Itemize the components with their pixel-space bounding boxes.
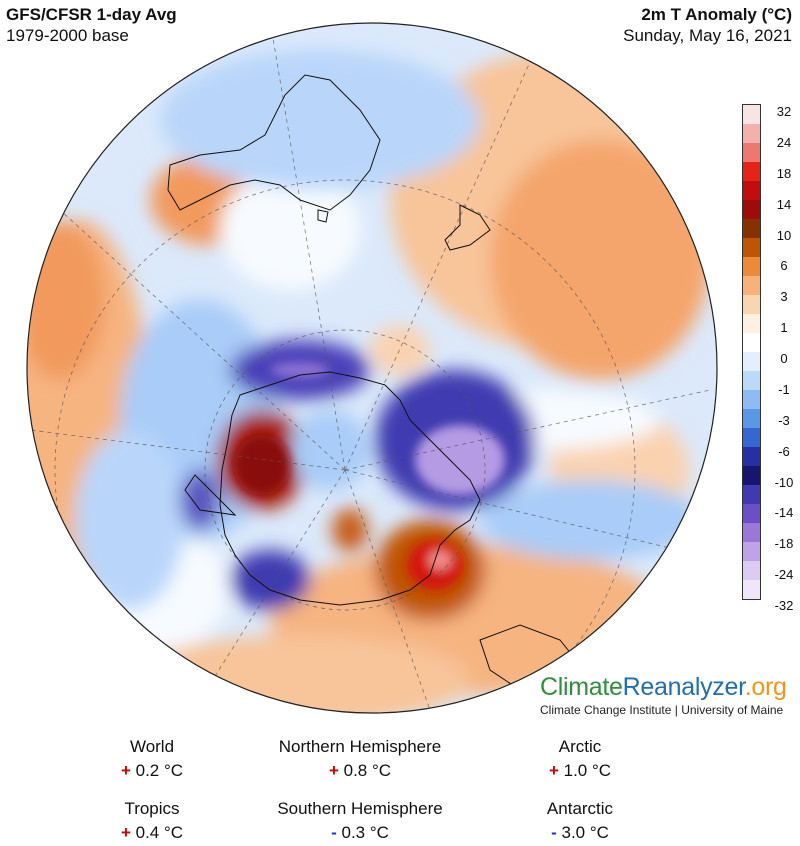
legend-swatch: [743, 352, 760, 371]
stat-number: 0.2 °C: [135, 761, 184, 780]
stat-sign: +: [120, 761, 131, 780]
stat-value: - 0.3 °C: [240, 822, 480, 844]
stat-name: Tropics: [124, 799, 180, 818]
legend-label: 24: [776, 134, 792, 150]
legend-label: -24: [774, 567, 794, 583]
brand-block: ClimateReanalyzer.org Climate Change Ins…: [540, 672, 787, 718]
legend-swatch: [743, 124, 760, 143]
legend-swatch: [743, 314, 760, 333]
brand-logo[interactable]: ClimateReanalyzer.org: [540, 672, 787, 702]
stat-sign: +: [328, 761, 339, 780]
stat-number: 0.8 °C: [343, 761, 392, 780]
legend-label: 0: [780, 351, 788, 366]
stat-name: World: [129, 737, 175, 756]
brand-logo-part-3: .org: [744, 673, 787, 701]
legend-swatch: [743, 580, 760, 599]
stat-southern-hemisphere: Southern Hemisphere - 0.3 °C: [240, 798, 480, 844]
stat-name: Arctic: [558, 737, 602, 756]
stat-sign: -: [551, 823, 557, 842]
stat-sign: +: [120, 823, 131, 842]
stat-number: 1.0 °C: [563, 761, 612, 780]
region-stats: World + 0.2 °C Northern Hemisphere + 0.8…: [0, 736, 800, 846]
legend-swatch: [743, 485, 760, 504]
stat-sign: +: [548, 761, 559, 780]
legend-swatch: [743, 428, 760, 447]
legend-swatch: [743, 466, 760, 485]
stat-number: 0.4 °C: [135, 823, 184, 842]
legend-swatch: [743, 276, 760, 295]
legend-label: 10: [776, 227, 792, 243]
stat-name: Antarctic: [546, 799, 614, 818]
stat-value: - 3.0 °C: [460, 822, 700, 844]
stat-northern-hemisphere: Northern Hemisphere + 0.8 °C: [240, 736, 480, 782]
stat-antarctic: Antarctic - 3.0 °C: [460, 798, 700, 844]
legend-swatch: [743, 238, 760, 257]
map-title: GFS/CFSR 1-day Avg: [6, 5, 177, 24]
legend-label: -6: [778, 443, 790, 459]
header-right: 2m T Anomaly (°C) Sunday, May 16, 2021: [623, 4, 792, 46]
legend-label: -32: [774, 598, 794, 613]
legend-label: 32: [776, 104, 792, 119]
legend-swatch: [743, 523, 760, 542]
legend-label: -18: [774, 536, 794, 552]
legend-label: 18: [776, 165, 792, 181]
legend-label: 3: [780, 289, 788, 305]
variable-title: 2m T Anomaly (°C): [641, 5, 792, 24]
brand-logo-part-2: Reanalyzer: [622, 673, 745, 701]
baseline-period: 1979-2000 base: [6, 26, 129, 45]
stat-number: 3.0 °C: [561, 823, 609, 842]
legend-swatch: [743, 143, 760, 162]
stat-world: World + 0.2 °C: [32, 736, 272, 782]
stat-sign: -: [331, 823, 337, 842]
legend-swatch: [743, 504, 760, 523]
legend-label: -10: [774, 474, 794, 490]
legend-swatch: [743, 219, 760, 238]
legend-label: -14: [774, 505, 794, 521]
legend-label: 1: [780, 320, 788, 336]
stat-value: + 1.0 °C: [460, 760, 700, 782]
brand-institution: Climate Change Institute | University of…: [540, 703, 784, 717]
legend-swatch: [743, 333, 760, 352]
stat-value: + 0.4 °C: [32, 822, 272, 844]
stat-name: Northern Hemisphere: [278, 737, 442, 756]
stat-value: + 0.2 °C: [32, 760, 272, 782]
legend-label: 14: [776, 196, 792, 212]
legend-swatch: [743, 162, 760, 181]
legend-swatch: [743, 181, 760, 200]
stat-name: Southern Hemisphere: [277, 799, 443, 818]
legend-swatch: [743, 447, 760, 466]
legend-swatch: [743, 295, 760, 314]
header-left: GFS/CFSR 1-day Avg 1979-2000 base: [6, 4, 177, 46]
legend-swatch: [743, 371, 760, 390]
stat-tropics: Tropics + 0.4 °C: [32, 798, 272, 844]
legend-swatch: [743, 390, 760, 409]
brand-logo-part-1: Climate: [540, 673, 623, 701]
stat-value: + 0.8 °C: [240, 760, 480, 782]
map-date: Sunday, May 16, 2021: [623, 26, 792, 45]
legend-swatch: [743, 409, 760, 428]
stat-arctic: Arctic + 1.0 °C: [460, 736, 700, 782]
legend-label: -1: [778, 381, 790, 397]
legend-label: -3: [778, 412, 790, 428]
legend-label: 6: [780, 258, 788, 274]
globe-outline: [26, 22, 718, 714]
legend-swatch: [743, 200, 760, 219]
legend-swatch: [743, 105, 760, 124]
stat-number: 0.3 °C: [341, 823, 389, 842]
legend-colorbar: [742, 104, 761, 600]
legend-swatch: [743, 257, 760, 276]
legend-swatch: [743, 542, 760, 561]
legend-swatch: [743, 561, 760, 580]
